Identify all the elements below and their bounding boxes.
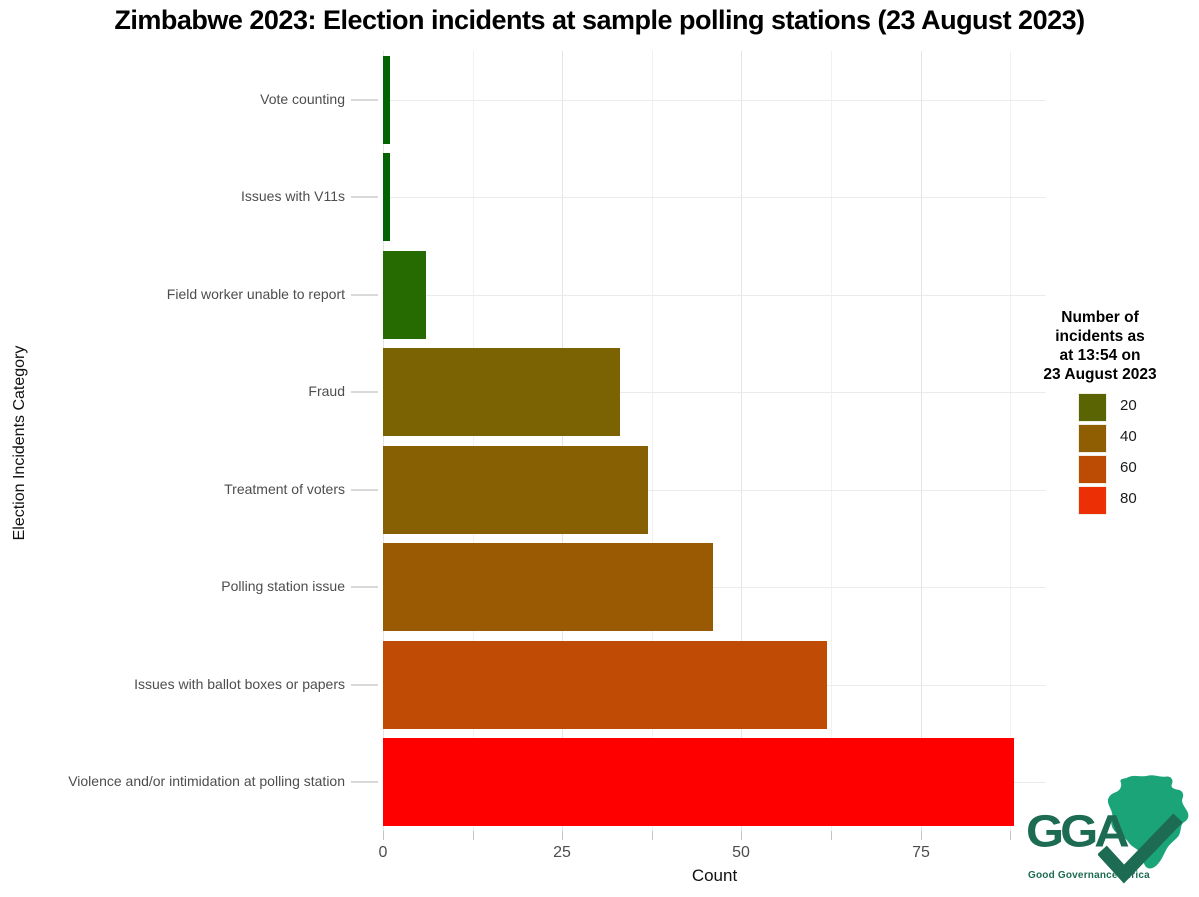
gridline-major	[741, 51, 743, 831]
x-tick-label: 25	[553, 844, 571, 861]
category-label: Fraud	[308, 383, 345, 399]
x-tick	[921, 831, 922, 840]
gga-logo: GGA Good Governance Africa	[1022, 772, 1192, 894]
y-tick	[351, 294, 378, 296]
gridline-minor	[472, 51, 474, 831]
bar-issues-with-ballot-boxes-or-papers	[383, 641, 827, 729]
y-tick	[351, 586, 378, 588]
gridline-category	[383, 100, 1046, 101]
gridline-category	[383, 392, 1046, 393]
x-tick-label: 50	[732, 844, 750, 861]
gridline-major	[562, 51, 564, 831]
category-label: Treatment of voters	[224, 481, 345, 497]
check-icon	[1098, 813, 1183, 884]
x-tick	[831, 831, 832, 840]
gga-acronym: GGA	[1026, 806, 1130, 857]
legend-swatch	[1078, 455, 1107, 484]
gga-tagline: Good Governance Africa	[1028, 870, 1150, 881]
x-tick-label: 75	[912, 844, 930, 861]
legend-label: 80	[1120, 490, 1137, 507]
legend-title-line: 23 August 2023	[1043, 366, 1157, 383]
category-label: Field worker unable to report	[166, 286, 345, 302]
category-label: Polling station issue	[221, 578, 345, 594]
legend-title: Number of incidents as at 13:54 on 23 Augus…	[1030, 308, 1170, 384]
y-tick	[351, 489, 378, 491]
x-tick	[741, 831, 742, 840]
bar-field-worker-unable-to-report	[383, 251, 426, 339]
x-tick	[1010, 831, 1011, 840]
gridline-category	[383, 295, 1046, 296]
legend-title-line: incidents as	[1055, 328, 1145, 345]
y-tick	[351, 391, 378, 393]
gridline-category	[383, 490, 1046, 491]
gridline-major	[383, 51, 384, 831]
category-label: Violence and/or intimidation at polling …	[68, 773, 345, 789]
x-tick	[562, 831, 563, 840]
legend-swatch	[1078, 486, 1107, 515]
y-tick	[351, 196, 378, 198]
bar-vote-counting	[383, 56, 390, 144]
chart-title: Zimbabwe 2023: Election incidents at sam…	[114, 5, 1085, 35]
x-tick-label: 0	[378, 844, 388, 861]
x-tick	[383, 831, 384, 840]
africa-silhouette-icon	[1107, 775, 1189, 869]
y-axis-title: Election Incidents Category	[11, 345, 28, 541]
bar-violence-and-or-intimidation-at-polling-station	[383, 738, 1014, 826]
category-label: Issues with V11s	[240, 188, 345, 204]
y-tick	[351, 781, 378, 783]
legend-label: 20	[1120, 397, 1137, 414]
category-label: Issues with ballot boxes or papers	[134, 676, 345, 692]
legend-label: 40	[1120, 428, 1137, 445]
category-label: Vote counting	[260, 91, 345, 107]
africa-shape	[1107, 775, 1189, 869]
bar-polling-station-issue	[383, 543, 713, 631]
legend-swatch	[1078, 393, 1107, 422]
x-tick	[473, 831, 474, 840]
gridline-minor	[830, 51, 832, 831]
legend-label: 60	[1120, 459, 1137, 476]
y-tick	[351, 99, 378, 101]
gridline-major	[920, 51, 922, 831]
x-axis-title: Count	[691, 866, 738, 885]
chart-panel	[383, 51, 1046, 831]
bar-fraud	[383, 348, 620, 436]
gridline-category	[383, 587, 1046, 588]
legend-title-line: at 13:54 on	[1059, 347, 1141, 364]
legend-title-line: Number of	[1061, 309, 1139, 326]
x-tick	[652, 831, 653, 840]
gridline-minor	[651, 51, 653, 831]
y-tick	[351, 684, 378, 686]
bar-issues-with-v11s	[383, 153, 390, 241]
legend: Number of incidents as at 13:54 on 23 Augus…	[1030, 308, 1180, 515]
gridline-minor	[1010, 51, 1012, 831]
bar-treatment-of-voters	[383, 446, 648, 534]
legend-swatch	[1078, 424, 1107, 453]
check-stroke	[1098, 813, 1183, 884]
gridline-category	[383, 197, 1046, 198]
